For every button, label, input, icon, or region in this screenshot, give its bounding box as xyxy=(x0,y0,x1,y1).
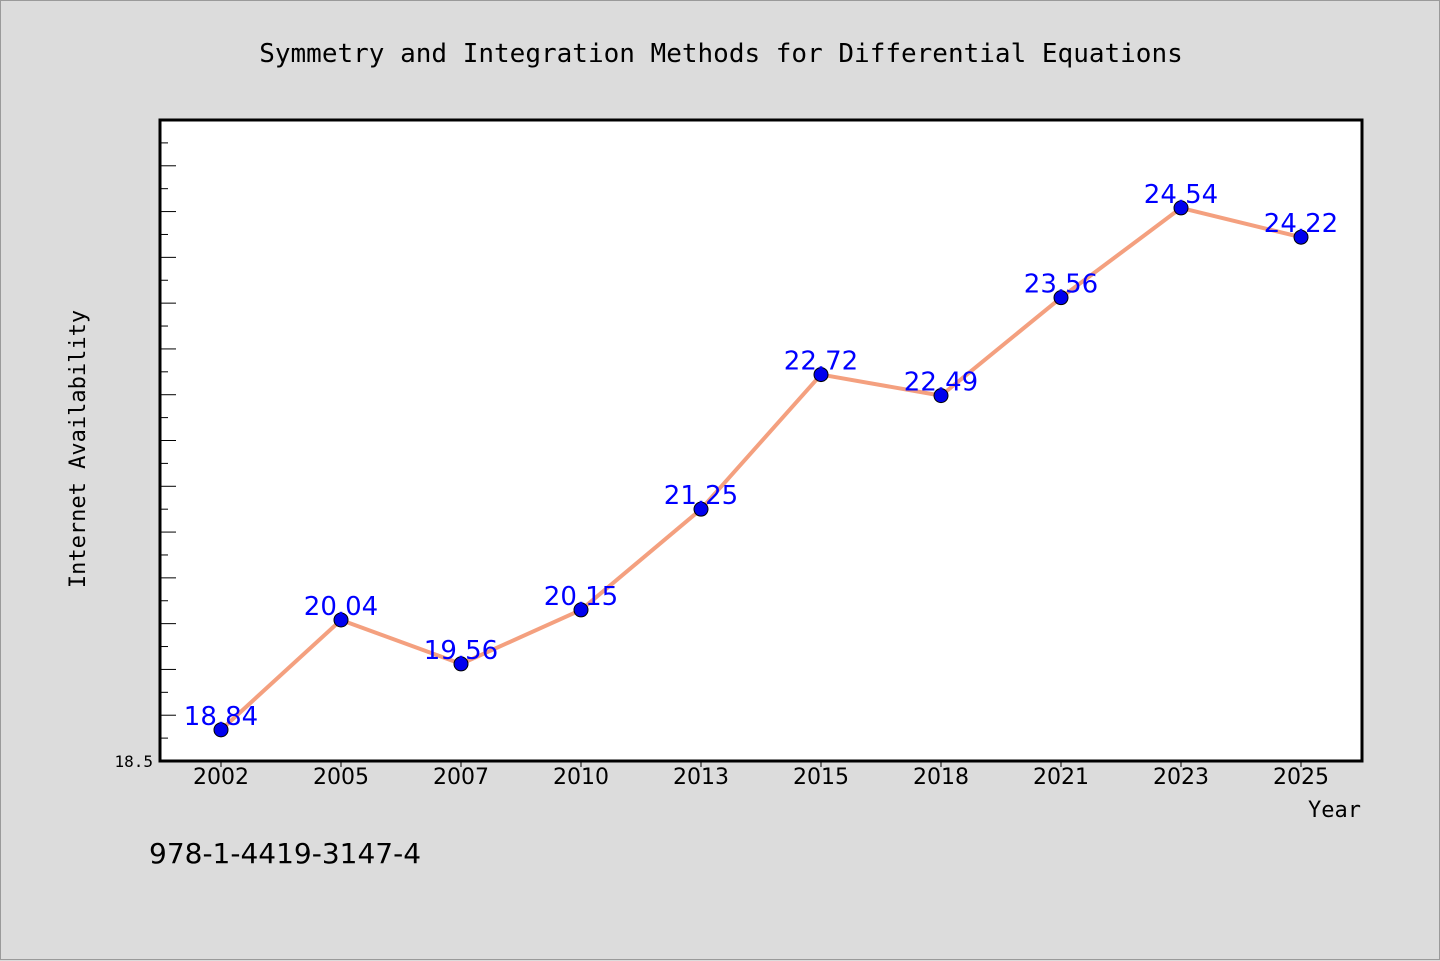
data-label: 19.56 xyxy=(424,636,498,666)
x-tick-label: 2002 xyxy=(193,765,249,790)
data-label: 21.25 xyxy=(664,481,738,511)
x-tick-label: 2015 xyxy=(793,765,849,790)
x-tick-label: 2025 xyxy=(1273,765,1329,790)
x-tick-label: 2023 xyxy=(1153,765,1209,790)
data-point xyxy=(693,501,709,517)
data-point xyxy=(573,602,589,618)
data-label: 24.54 xyxy=(1144,180,1218,210)
series-line xyxy=(219,205,1303,732)
isbn-text: 978-1-4419-3147-4 xyxy=(149,837,421,870)
x-tick-label: 2010 xyxy=(553,765,609,790)
data-point xyxy=(213,722,229,738)
data-point xyxy=(1173,200,1189,216)
chart-title: Symmetry and Integration Methods for Dif… xyxy=(259,39,1183,69)
x-tick-label: 2018 xyxy=(913,765,969,790)
data-point xyxy=(1053,290,1069,306)
data-label: 20.15 xyxy=(544,582,618,612)
data-point xyxy=(1293,229,1309,245)
series-group: 18.84 20.04 19.56 20.15 21.25 22.72 22.49 23.56… xyxy=(184,180,1338,738)
data-label: 23.56 xyxy=(1024,270,1098,300)
y-axis-label: Internet Availability xyxy=(66,310,91,588)
x-axis-ticks: 2002 2005 2007 2010 2013 2015 2018 2021 2023 2025 xyxy=(193,761,1329,790)
data-point xyxy=(813,367,829,383)
y-axis-ticks xyxy=(160,142,176,739)
data-label: 18.84 xyxy=(184,702,258,732)
y-tick-label: 18.5 xyxy=(114,752,153,771)
x-axis-label: Year xyxy=(1308,798,1361,823)
x-tick-label: 2007 xyxy=(433,765,489,790)
data-label: 22.49 xyxy=(904,368,978,398)
data-label: 22.72 xyxy=(784,347,858,377)
data-point xyxy=(333,612,349,628)
data-point xyxy=(453,656,469,672)
x-tick-label: 2021 xyxy=(1033,765,1089,790)
x-tick-label: 2013 xyxy=(673,765,729,790)
data-point xyxy=(933,388,949,404)
data-label: 24.22 xyxy=(1264,209,1338,239)
data-label: 20.04 xyxy=(304,592,378,622)
x-tick-label: 2005 xyxy=(313,765,369,790)
